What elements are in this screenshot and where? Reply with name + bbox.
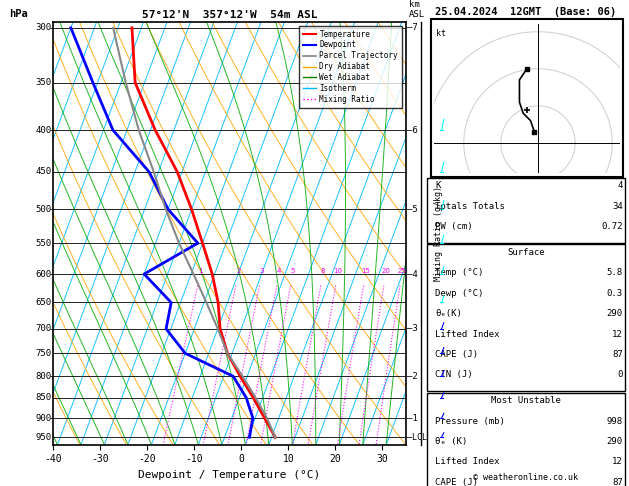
Bar	[431, 19, 623, 177]
Text: 10: 10	[333, 268, 342, 274]
Text: 12: 12	[612, 330, 623, 339]
Text: –1: –1	[408, 414, 418, 423]
Text: Dewp (°C): Dewp (°C)	[435, 289, 484, 298]
Text: 290: 290	[607, 437, 623, 446]
Text: 0: 0	[618, 370, 623, 380]
Text: Lifted Index: Lifted Index	[435, 457, 499, 467]
Text: 25: 25	[398, 268, 406, 274]
Legend: Temperature, Dewpoint, Parcel Trajectory, Dry Adiabat, Wet Adiabat, Isotherm, Mi: Temperature, Dewpoint, Parcel Trajectory…	[299, 26, 402, 108]
Text: 950: 950	[36, 433, 52, 442]
Text: 8: 8	[321, 268, 325, 274]
Text: –7: –7	[408, 23, 418, 33]
Text: 500: 500	[36, 205, 52, 214]
Text: –4: –4	[408, 270, 418, 278]
Text: –5: –5	[408, 205, 418, 214]
Text: –2: –2	[408, 372, 418, 381]
X-axis label: Dewpoint / Temperature (°C): Dewpoint / Temperature (°C)	[138, 470, 321, 480]
Text: 400: 400	[36, 125, 52, 135]
Text: 600: 600	[36, 270, 52, 278]
Text: 450: 450	[36, 167, 52, 176]
Text: 20: 20	[381, 268, 390, 274]
Text: 998: 998	[607, 417, 623, 426]
Text: –6: –6	[408, 125, 418, 135]
Text: CIN (J): CIN (J)	[435, 370, 472, 380]
Text: θₑ(K): θₑ(K)	[435, 309, 462, 318]
Text: hPa: hPa	[9, 9, 28, 19]
Text: Lifted Index: Lifted Index	[435, 330, 499, 339]
Text: 850: 850	[36, 393, 52, 402]
Bar	[427, 393, 625, 486]
Text: 34: 34	[612, 202, 623, 211]
Text: 25.04.2024  12GMT  (Base: 06): 25.04.2024 12GMT (Base: 06)	[435, 7, 616, 17]
Text: Pressure (mb): Pressure (mb)	[435, 417, 505, 426]
Text: 300: 300	[36, 23, 52, 33]
Text: Temp (°C): Temp (°C)	[435, 268, 484, 278]
Text: CAPE (J): CAPE (J)	[435, 350, 478, 359]
Text: –3: –3	[408, 324, 418, 333]
Text: –LCL: –LCL	[408, 433, 428, 442]
Text: 800: 800	[36, 372, 52, 381]
Text: 12: 12	[612, 457, 623, 467]
Text: CAPE (J): CAPE (J)	[435, 478, 478, 486]
Bar	[427, 178, 625, 243]
Text: 750: 750	[36, 349, 52, 358]
Text: 700: 700	[36, 324, 52, 333]
Bar	[427, 244, 625, 391]
Text: © weatheronline.co.uk: © weatheronline.co.uk	[474, 473, 578, 482]
Text: PW (cm): PW (cm)	[435, 222, 472, 231]
Text: 0.72: 0.72	[601, 222, 623, 231]
Text: 4: 4	[618, 181, 623, 191]
Text: 5: 5	[291, 268, 295, 274]
Title: 57°12'N  357°12'W  54m ASL: 57°12'N 357°12'W 54m ASL	[142, 10, 318, 20]
Text: 0.3: 0.3	[607, 289, 623, 298]
Text: 550: 550	[36, 239, 52, 248]
Text: 900: 900	[36, 414, 52, 423]
Text: 1: 1	[198, 268, 203, 274]
Text: 650: 650	[36, 298, 52, 307]
Text: 5.8: 5.8	[607, 268, 623, 278]
Text: 87: 87	[612, 350, 623, 359]
Text: 2: 2	[236, 268, 240, 274]
Text: km
ASL: km ASL	[409, 0, 425, 19]
Text: Totals Totals: Totals Totals	[435, 202, 505, 211]
Text: Mixing Ratio (g/kg): Mixing Ratio (g/kg)	[434, 186, 443, 281]
Text: K: K	[435, 181, 440, 191]
Text: 87: 87	[612, 478, 623, 486]
Text: 350: 350	[36, 78, 52, 87]
Text: θₑ (K): θₑ (K)	[435, 437, 467, 446]
Text: Surface: Surface	[507, 248, 545, 257]
Text: 4: 4	[277, 268, 281, 274]
Text: 15: 15	[361, 268, 370, 274]
Text: 290: 290	[607, 309, 623, 318]
Text: 3: 3	[260, 268, 264, 274]
Text: kt: kt	[436, 29, 446, 38]
Text: Most Unstable: Most Unstable	[491, 396, 561, 405]
